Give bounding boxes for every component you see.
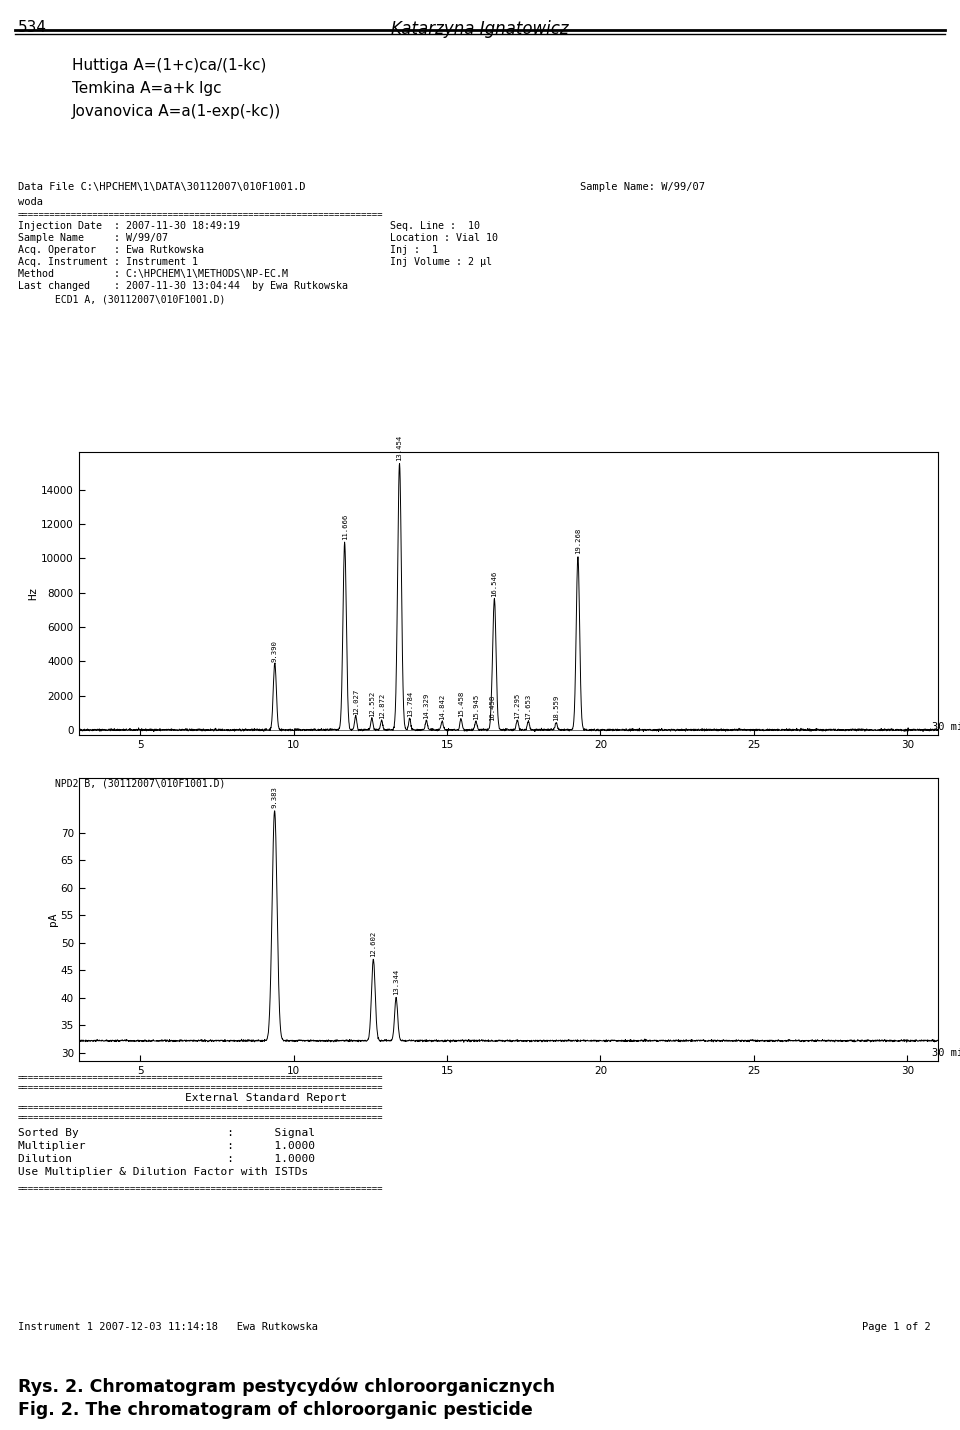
- Text: Acq. Operator   : Ewa Rutkowska: Acq. Operator : Ewa Rutkowska: [18, 245, 204, 255]
- Text: Sample Name     : W/99/07: Sample Name : W/99/07: [18, 233, 168, 243]
- Text: 13.784: 13.784: [407, 691, 413, 718]
- Text: Temkina A=a+k lgc: Temkina A=a+k lgc: [72, 82, 222, 96]
- Text: 18.559: 18.559: [553, 695, 559, 721]
- Text: 19.268: 19.268: [575, 528, 581, 553]
- Text: NPD2 B, (30112007\010F1001.D): NPD2 B, (30112007\010F1001.D): [55, 779, 226, 789]
- Text: 16.458: 16.458: [489, 695, 494, 721]
- Text: Inj :  1: Inj : 1: [390, 245, 438, 255]
- Text: Sorted By                      :      Signal: Sorted By : Signal: [18, 1128, 315, 1138]
- Text: 14.842: 14.842: [439, 694, 445, 719]
- Text: 12.602: 12.602: [371, 931, 376, 957]
- Text: Multiplier                     :      1.0000: Multiplier : 1.0000: [18, 1141, 315, 1151]
- Text: Use Multiplier & Dilution Factor with ISTDs: Use Multiplier & Dilution Factor with IS…: [18, 1167, 308, 1177]
- Text: 16.546: 16.546: [492, 571, 497, 596]
- Text: Jovanovica A=a(1-exp(-kc)): Jovanovica A=a(1-exp(-kc)): [72, 104, 281, 119]
- Text: ====================================================================: ========================================…: [18, 1184, 383, 1193]
- Text: ====================================================================: ========================================…: [18, 1103, 383, 1113]
- Text: 12.027: 12.027: [352, 688, 359, 715]
- Text: Huttiga A=(1+c)ca/(1-kc): Huttiga A=(1+c)ca/(1-kc): [72, 59, 266, 73]
- Text: woda: woda: [18, 197, 43, 207]
- Text: ====================================================================: ========================================…: [18, 210, 383, 219]
- Text: 30 min: 30 min: [932, 1048, 960, 1058]
- Text: Injection Date  : 2007-11-30 18:49:19: Injection Date : 2007-11-30 18:49:19: [18, 222, 240, 232]
- Text: 12.872: 12.872: [378, 692, 385, 719]
- Text: Instrument 1 2007-12-03 11:14:18   Ewa Rutkowska: Instrument 1 2007-12-03 11:14:18 Ewa Rut…: [18, 1321, 318, 1331]
- Text: ====================================================================: ========================================…: [18, 1072, 383, 1083]
- Text: Method          : C:\HPCHEM\1\METHODS\NP-EC.M: Method : C:\HPCHEM\1\METHODS\NP-EC.M: [18, 269, 288, 279]
- Text: Acq. Instrument : Instrument 1: Acq. Instrument : Instrument 1: [18, 257, 198, 267]
- Text: 13.344: 13.344: [394, 970, 399, 995]
- Text: 17.653: 17.653: [525, 694, 531, 719]
- Y-axis label: Hz: Hz: [29, 586, 38, 601]
- Text: Page 1 of 2: Page 1 of 2: [862, 1321, 931, 1331]
- Text: Last changed    : 2007-11-30 13:04:44  by Ewa Rutkowska: Last changed : 2007-11-30 13:04:44 by Ew…: [18, 282, 348, 290]
- Text: Dilution                       :      1.0000: Dilution : 1.0000: [18, 1154, 315, 1164]
- Text: ====================================================================: ========================================…: [18, 1113, 383, 1123]
- Text: 11.666: 11.666: [342, 513, 348, 541]
- Text: 13.454: 13.454: [396, 435, 402, 462]
- Text: 12.552: 12.552: [369, 691, 374, 718]
- Text: Location : Vial 10: Location : Vial 10: [390, 233, 498, 243]
- Y-axis label: pA: pA: [48, 912, 58, 927]
- Text: 14.329: 14.329: [423, 692, 429, 719]
- Text: 17.295: 17.295: [515, 692, 520, 718]
- Text: 15.458: 15.458: [458, 691, 464, 718]
- Text: Sample Name: W/99/07: Sample Name: W/99/07: [580, 182, 705, 192]
- Text: 534: 534: [18, 20, 47, 34]
- Text: Data File C:\HPCHEM\1\DATA\30112007\010F1001.D: Data File C:\HPCHEM\1\DATA\30112007\010F…: [18, 182, 305, 192]
- Text: Rys. 2. Chromatogram pestycydów chloroorganicznych: Rys. 2. Chromatogram pestycydów chloroor…: [18, 1379, 555, 1397]
- Text: Inj Volume : 2 µl: Inj Volume : 2 µl: [390, 257, 492, 267]
- Text: ECD1 A, (30112007\010F1001.D): ECD1 A, (30112007\010F1001.D): [55, 295, 226, 305]
- Text: 15.945: 15.945: [473, 694, 479, 721]
- Text: Fig. 2. The chromatogram of chloroorganic pesticide: Fig. 2. The chromatogram of chloroorgani…: [18, 1401, 533, 1419]
- Text: Seq. Line :  10: Seq. Line : 10: [390, 222, 480, 232]
- Text: 30 min: 30 min: [932, 722, 960, 732]
- Text: 9.390: 9.390: [272, 639, 277, 662]
- Text: Katarzyna Ignatowicz: Katarzyna Ignatowicz: [391, 20, 569, 39]
- Text: External Standard Report: External Standard Report: [185, 1093, 347, 1103]
- Text: ====================================================================: ========================================…: [18, 1083, 383, 1093]
- Text: 9.383: 9.383: [272, 787, 277, 808]
